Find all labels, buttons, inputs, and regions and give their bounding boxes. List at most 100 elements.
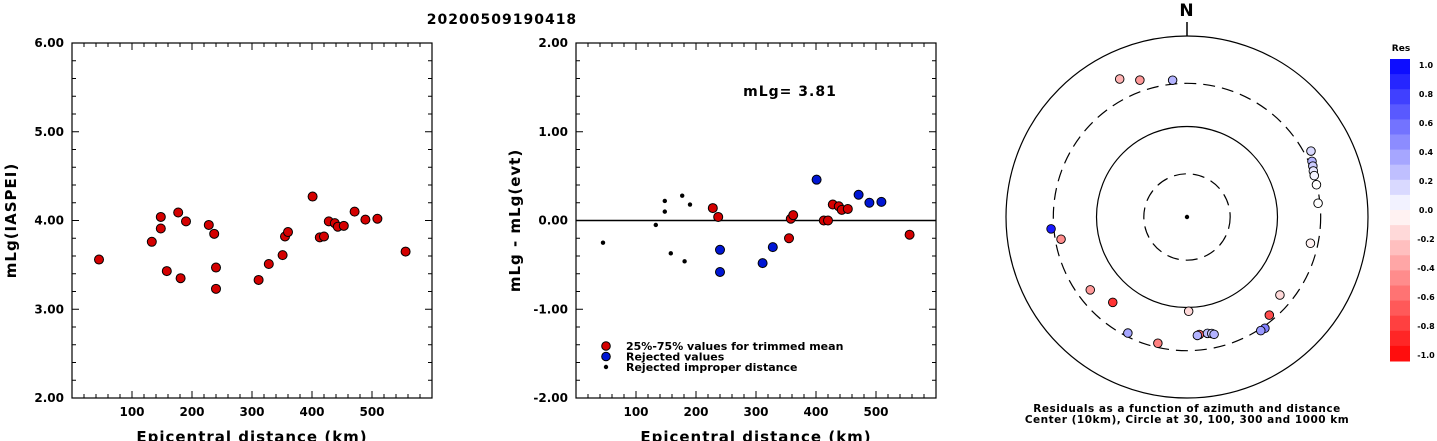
distance-ring (1052, 82, 1322, 352)
data-point-trimmed (823, 215, 833, 226)
data-point-trimmed (713, 211, 724, 222)
data-point (307, 191, 318, 202)
residual-point (1264, 310, 1275, 320)
residual-point (1135, 75, 1145, 85)
data-point (360, 214, 371, 225)
distance-ring (1143, 173, 1231, 261)
data-point-rejected (715, 266, 725, 277)
residual-point (1309, 170, 1320, 181)
legend-label: 25%-75% values for trimmed mean (626, 340, 843, 353)
data-point-improper (680, 193, 685, 198)
panel-residuals: -2.00 -1.00 0.00 1.00 2.00 100 200 300 400 500 Epi… (506, 36, 937, 441)
y-tick-label: 5.00 (34, 125, 64, 139)
data-point-rejected (876, 196, 887, 207)
colorbar-tick-label: 0.6 (1419, 119, 1434, 128)
colorbar-segment (1390, 194, 1410, 211)
data-point-trimmed (707, 203, 718, 214)
residual-point (1056, 234, 1066, 244)
x-tick-label: 400 (803, 405, 828, 419)
data-point-improper (653, 222, 658, 228)
colorbar-tick-label: 1.0 (1419, 61, 1434, 70)
legend-label: Rejected improper distance (626, 361, 797, 374)
data-point (209, 228, 220, 239)
y-tick-label: 4.00 (34, 214, 64, 228)
data-point-rejected (864, 197, 875, 208)
residual-point (1123, 328, 1133, 338)
data-point-improper (662, 209, 667, 214)
data-point (146, 236, 157, 247)
colorbar-segment (1390, 59, 1410, 75)
colorbar-tick-label: -1.0 (1417, 351, 1435, 360)
residual-point (1114, 74, 1125, 84)
x-tick-label: 400 (299, 405, 324, 419)
residual-point (1311, 179, 1322, 190)
colorbar-segment (1390, 210, 1410, 226)
colorbar-segment (1390, 134, 1410, 151)
y-axis-label: mLg - mLg(evt) (506, 149, 524, 292)
y-tick-label: 1.00 (538, 125, 568, 139)
epicenter-dot (1184, 214, 1190, 220)
residual-point (1305, 238, 1316, 248)
residual-point (1108, 297, 1118, 308)
data-point (155, 223, 166, 234)
legend-label: Rejected values (626, 351, 725, 364)
x-axis-label: Epicentral distance (km) (640, 428, 871, 441)
data-point-trimmed (842, 203, 853, 214)
legend-marker (601, 351, 611, 362)
colorbar-tick-label: 0.4 (1419, 148, 1434, 157)
colorbar-tick-label: -0.4 (1417, 264, 1435, 273)
y-tick-label: -1.00 (533, 302, 568, 316)
data-point-improper (687, 202, 693, 207)
x-tick-label: 300 (239, 405, 264, 419)
x-tick-label: 500 (863, 405, 888, 419)
data-point (211, 283, 221, 294)
colorbar-segment (1390, 345, 1410, 362)
colorbar-segment (1390, 104, 1410, 120)
residual-point (1046, 224, 1056, 234)
colorbar-segment (1390, 240, 1410, 256)
colorbar-segment (1390, 149, 1410, 166)
residual-point (1256, 325, 1266, 336)
x-tick-label: 300 (743, 405, 768, 419)
y-tick-label: 2.00 (538, 36, 568, 50)
data-point (211, 262, 221, 273)
residual-point (1153, 338, 1163, 348)
data-point (277, 250, 288, 261)
colorbar-segment (1390, 330, 1410, 347)
colorbar-segment (1390, 89, 1410, 105)
y-tick-label: 2.00 (34, 391, 64, 405)
residual-point (1085, 285, 1096, 295)
residual-point (1209, 329, 1219, 340)
data-point-rejected (811, 174, 822, 185)
data-point (372, 213, 383, 224)
data-point (181, 216, 191, 227)
data-point (338, 220, 349, 231)
y-axis-label: mLg(IASPEI) (2, 163, 20, 278)
data-point-rejected (715, 244, 725, 255)
colorbar-tick-label: -0.6 (1417, 293, 1435, 302)
x-tick-label: 500 (359, 405, 384, 419)
data-point-trimmed (904, 229, 915, 240)
colorbar-tick-label: 0.0 (1419, 206, 1434, 215)
y-tick-label: -2.00 (533, 391, 568, 405)
colorbar-tick-label: -0.2 (1417, 235, 1435, 244)
residual-point (1167, 75, 1178, 85)
colorbar-segment (1390, 285, 1410, 302)
colorbar-segment (1390, 255, 1410, 271)
x-tick-label: 100 (623, 405, 648, 419)
data-point (173, 207, 184, 218)
colorbar-segment (1390, 315, 1410, 332)
legend-marker (603, 364, 609, 370)
legend-marker (601, 341, 611, 351)
colorbar-tick-label: -0.8 (1417, 322, 1435, 331)
x-tick-label: 200 (179, 405, 204, 419)
data-point (161, 266, 172, 277)
data-point-rejected (853, 189, 864, 200)
y-tick-label: 0.00 (538, 214, 568, 228)
data-point (263, 258, 274, 269)
polar-caption-line1: Residuals as a function of azimuth and d… (1033, 403, 1340, 415)
residual-point (1183, 306, 1194, 316)
panel-magnitude: 2.00 3.00 4.00 5.00 6.00 100 200 300 400 500 Epice… (2, 36, 433, 441)
colorbar-segment (1390, 225, 1410, 241)
panel-polar: N Residuals as a function of azimuth and … (1005, 1, 1435, 426)
